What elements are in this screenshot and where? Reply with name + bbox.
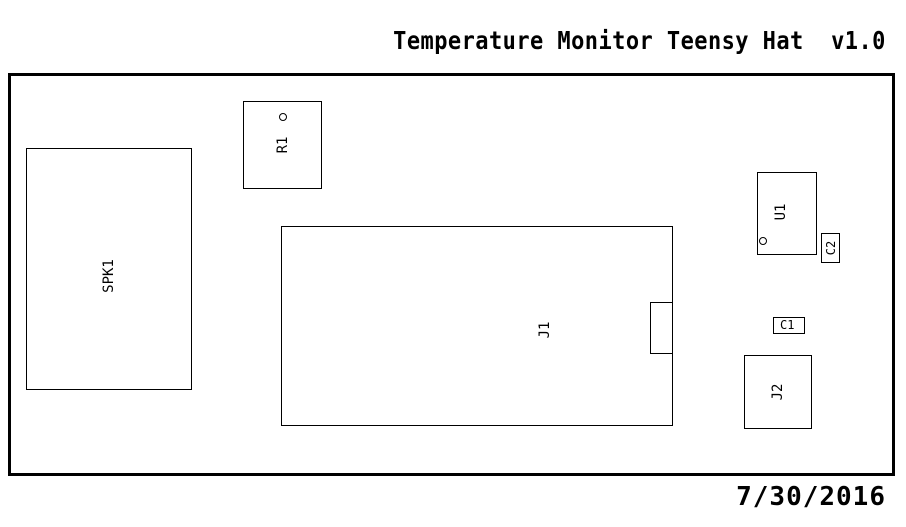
revision-date: 7/30/2016 <box>736 482 886 512</box>
spk1-footprint <box>26 148 192 390</box>
c2-label: C2 <box>824 240 838 256</box>
board-title: Temperature Monitor Teensy Hat v1.0 <box>393 26 886 55</box>
r1-label: R1 <box>275 136 291 154</box>
j1-footprint <box>281 226 673 426</box>
j1-label: J1 <box>537 321 553 339</box>
j1-connector-tab <box>650 302 673 354</box>
u1-footprint <box>757 172 817 255</box>
j2-footprint <box>744 355 812 429</box>
r1-footprint <box>243 101 322 189</box>
c1-footprint <box>773 317 805 334</box>
board-outline <box>8 73 895 476</box>
c2-footprint <box>821 233 840 263</box>
u1-pin1-marker <box>759 237 767 245</box>
u1-label: U1 <box>773 203 789 221</box>
r1-pin1-marker <box>279 113 287 121</box>
c1-label: C1 <box>780 318 795 332</box>
j2-label: J2 <box>770 383 786 401</box>
spk1-label: SPK1 <box>101 259 117 293</box>
